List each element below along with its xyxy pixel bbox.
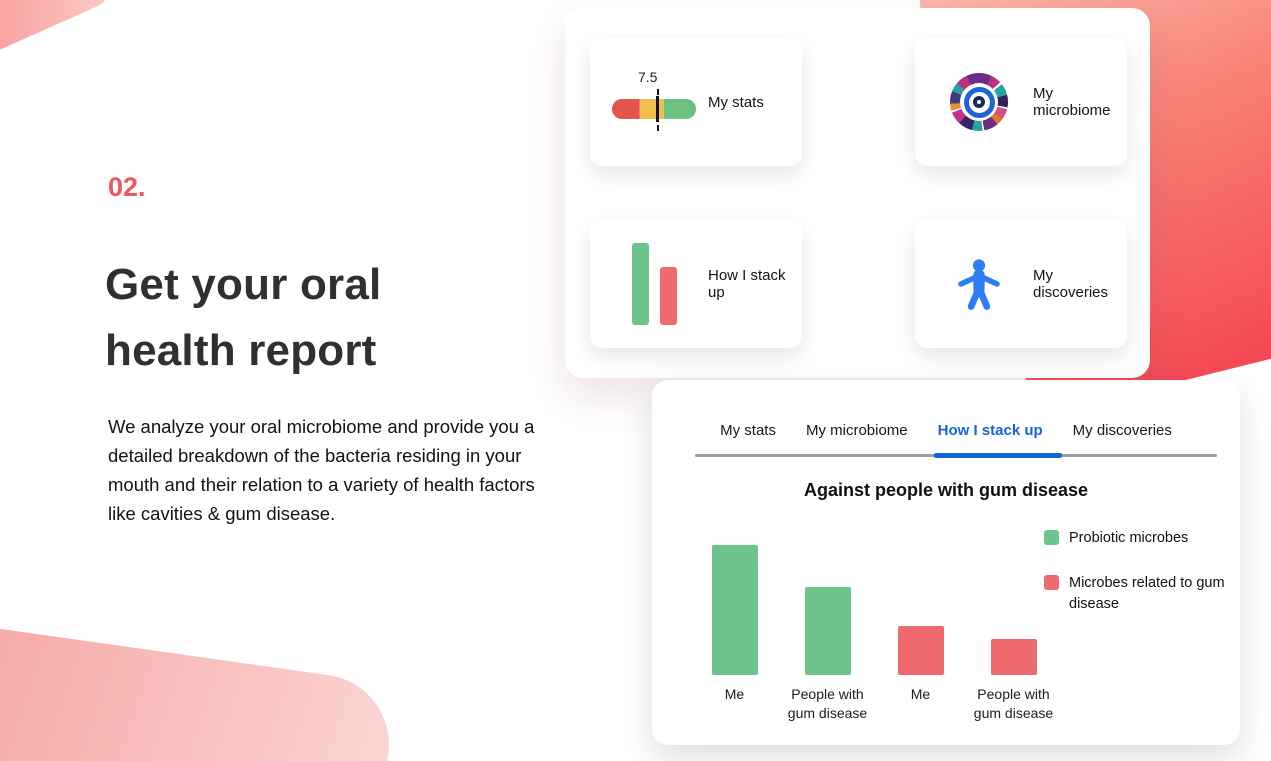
card-label: My discoveries bbox=[1033, 267, 1109, 301]
section-title: Get your oral health report bbox=[105, 252, 381, 384]
legend-item-gum-disease: Microbes related to gum disease bbox=[1044, 573, 1226, 614]
bar-me-probiotic bbox=[711, 545, 758, 675]
gauge-value: 7.5 bbox=[638, 69, 658, 85]
bar-chart: Me People with gum disease Me People wit… bbox=[688, 545, 1060, 723]
feature-cards-panel: 7.5 My stats My microbiome bbox=[565, 8, 1150, 378]
microbiome-ring-icon bbox=[929, 73, 1029, 131]
card-my-discoveries[interactable]: My discoveries bbox=[915, 220, 1127, 348]
gauge-icon: 7.5 bbox=[604, 69, 704, 135]
decor-bottom-left-blob bbox=[0, 618, 398, 761]
bar-label: Me bbox=[724, 686, 745, 702]
bar-column: People with gum disease bbox=[967, 545, 1060, 723]
person-icon bbox=[929, 257, 1029, 311]
step-number: 02. bbox=[108, 172, 146, 202]
bar-column: Me bbox=[688, 545, 781, 723]
card-label: My stats bbox=[708, 93, 764, 111]
legend-label: Microbes related to gum disease bbox=[1069, 575, 1225, 612]
tabs-underline bbox=[695, 453, 1217, 458]
tab-my-discoveries[interactable]: My discoveries bbox=[1072, 422, 1172, 439]
gauge-scale bbox=[612, 99, 696, 119]
report-tabs: My stats My microbiome How I stack up My… bbox=[652, 422, 1240, 439]
tab-how-i-stack-up[interactable]: How I stack up bbox=[937, 422, 1043, 439]
bar-people-disease bbox=[990, 639, 1037, 675]
bar-label: People with gum disease bbox=[787, 686, 868, 721]
card-how-i-stack-up[interactable]: How I stack up bbox=[590, 220, 802, 348]
chart-title: Against people with gum disease bbox=[803, 480, 1089, 500]
bar-me-disease bbox=[897, 626, 944, 675]
section-title-line1: Get your oral bbox=[105, 260, 382, 309]
bar-column: Me bbox=[874, 545, 967, 723]
decor-top-left-blob bbox=[0, 0, 120, 60]
section-title-line2: health report bbox=[105, 326, 377, 375]
bar-chart-icon bbox=[604, 243, 704, 325]
legend-swatch-green bbox=[1044, 530, 1059, 545]
card-label: My microbiome bbox=[1033, 85, 1111, 119]
legend-label: Probiotic microbes bbox=[1069, 530, 1189, 546]
bar-people-probiotic bbox=[804, 587, 851, 675]
bar-label: People with gum disease bbox=[973, 686, 1054, 721]
card-my-microbiome[interactable]: My microbiome bbox=[915, 38, 1127, 166]
tab-my-stats[interactable]: My stats bbox=[720, 422, 776, 439]
legend-swatch-red bbox=[1044, 575, 1059, 591]
card-my-stats[interactable]: 7.5 My stats bbox=[590, 38, 802, 166]
card-label: How I stack up bbox=[708, 267, 786, 301]
bar-column: People with gum disease bbox=[781, 545, 874, 723]
tab-my-microbiome[interactable]: My microbiome bbox=[805, 422, 908, 439]
bar-label: Me bbox=[910, 686, 931, 702]
tabs-underline-active-indicator bbox=[934, 453, 1062, 458]
gauge-needle bbox=[656, 96, 659, 122]
legend-item-probiotic: Probiotic microbes bbox=[1044, 528, 1226, 548]
chart-legend: Probiotic microbes Microbes related to g… bbox=[1044, 528, 1226, 614]
section-description: We analyze your oral microbiome and prov… bbox=[108, 416, 535, 524]
report-panel: My stats My microbiome How I stack up My… bbox=[652, 380, 1240, 745]
